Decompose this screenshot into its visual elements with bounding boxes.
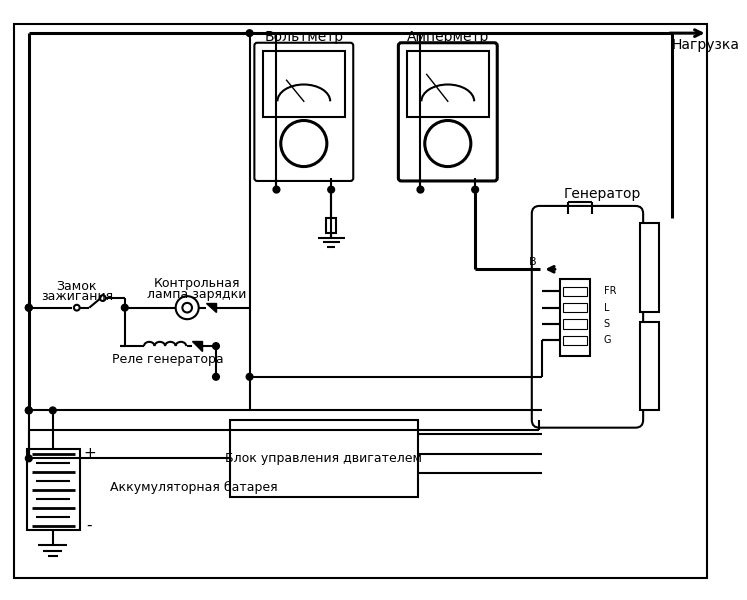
Text: Аккумуляторная батарея: Аккумуляторная батарея	[111, 481, 278, 494]
Text: Контрольная: Контрольная	[154, 277, 240, 290]
FancyBboxPatch shape	[398, 43, 498, 181]
Circle shape	[49, 407, 56, 414]
Text: Реле генератора: Реле генератора	[112, 353, 224, 366]
Polygon shape	[192, 341, 202, 351]
Text: Нагрузка: Нагрузка	[672, 38, 740, 52]
Circle shape	[328, 186, 335, 193]
Text: S: S	[604, 319, 610, 329]
Circle shape	[25, 304, 32, 311]
Circle shape	[273, 186, 280, 193]
Circle shape	[213, 343, 220, 349]
Circle shape	[100, 295, 105, 301]
Bar	[230, 420, 418, 497]
Text: лампа зарядки: лампа зарядки	[147, 288, 247, 301]
Circle shape	[213, 373, 220, 380]
Bar	[563, 319, 586, 329]
Circle shape	[472, 186, 479, 193]
Circle shape	[176, 296, 199, 319]
Circle shape	[25, 407, 32, 414]
FancyBboxPatch shape	[532, 206, 643, 428]
FancyBboxPatch shape	[255, 43, 353, 181]
Bar	[263, 52, 344, 116]
Text: -: -	[87, 518, 92, 533]
Circle shape	[247, 373, 253, 380]
Bar	[27, 449, 80, 530]
Circle shape	[25, 455, 32, 462]
Bar	[563, 287, 586, 296]
Text: Блок управления двигателем: Блок управления двигателем	[226, 452, 423, 465]
Circle shape	[25, 407, 32, 414]
Text: B: B	[529, 257, 536, 266]
Circle shape	[281, 121, 327, 167]
Polygon shape	[206, 303, 216, 313]
Text: Генератор: Генератор	[563, 187, 641, 202]
Circle shape	[417, 186, 424, 193]
Circle shape	[182, 303, 192, 313]
Text: L: L	[604, 302, 610, 313]
Text: +: +	[83, 446, 96, 461]
Text: зажигания: зажигания	[41, 290, 113, 302]
Text: Замок: Замок	[57, 280, 97, 293]
Text: G: G	[604, 335, 611, 346]
Circle shape	[247, 30, 253, 37]
Text: FR: FR	[604, 286, 616, 296]
Circle shape	[425, 121, 471, 167]
Bar	[563, 335, 586, 345]
Bar	[326, 218, 336, 233]
Bar	[640, 223, 660, 312]
Bar	[407, 52, 489, 116]
Bar	[640, 322, 660, 410]
Circle shape	[74, 305, 80, 311]
Bar	[563, 303, 586, 313]
Text: Вольтметр: Вольтметр	[264, 30, 344, 44]
Bar	[560, 279, 590, 356]
Text: Амперметр: Амперметр	[406, 30, 489, 44]
Circle shape	[25, 304, 32, 311]
Circle shape	[122, 304, 128, 311]
